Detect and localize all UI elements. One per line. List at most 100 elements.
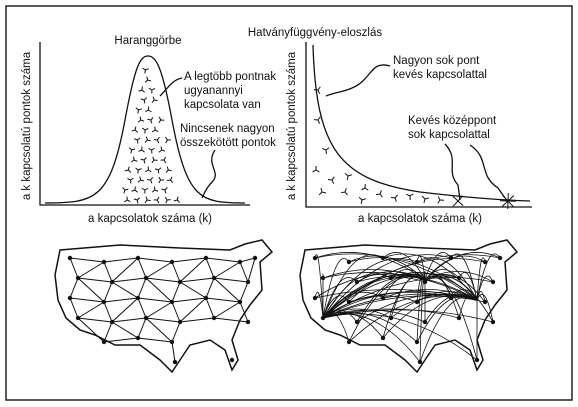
node-link bbox=[173, 199, 178, 202]
city bbox=[474, 357, 480, 363]
city bbox=[135, 335, 141, 341]
x-axis-label: a kapcsolatok száma (k) bbox=[358, 213, 482, 225]
node-link bbox=[135, 107, 139, 111]
node-link bbox=[317, 119, 321, 124]
city bbox=[354, 279, 360, 285]
road bbox=[69, 297, 105, 303]
node-link bbox=[160, 146, 163, 151]
node-link bbox=[145, 109, 149, 113]
node-link bbox=[164, 189, 167, 194]
node-link bbox=[390, 196, 396, 199]
node-link bbox=[457, 200, 464, 207]
road bbox=[145, 261, 173, 279]
node-link bbox=[141, 86, 143, 91]
node-link bbox=[126, 199, 131, 203]
route bbox=[458, 293, 478, 319]
node-link bbox=[138, 149, 142, 152]
node-link bbox=[437, 196, 441, 201]
leader bbox=[444, 143, 461, 201]
road bbox=[77, 301, 105, 319]
node-link bbox=[409, 193, 414, 197]
road bbox=[179, 317, 215, 323]
node-link bbox=[156, 136, 160, 141]
road bbox=[171, 297, 207, 303]
node-link bbox=[137, 119, 142, 123]
node-link bbox=[321, 191, 326, 194]
city bbox=[497, 255, 503, 261]
node-link bbox=[154, 168, 159, 171]
city bbox=[229, 357, 235, 363]
node-link bbox=[151, 87, 156, 91]
node-link bbox=[164, 196, 168, 201]
road bbox=[205, 277, 215, 299]
city bbox=[312, 255, 318, 261]
node-link bbox=[124, 199, 128, 203]
road bbox=[111, 297, 139, 323]
node-link bbox=[147, 118, 151, 121]
node-link bbox=[156, 139, 160, 144]
annotation: A legtöbb pontnak bbox=[184, 71, 276, 83]
node-link bbox=[144, 79, 148, 83]
road bbox=[179, 257, 207, 283]
annotation: Kevés középpont bbox=[408, 115, 497, 127]
node-link bbox=[142, 67, 146, 71]
city bbox=[169, 339, 175, 345]
route bbox=[322, 258, 350, 319]
node-link bbox=[134, 186, 136, 191]
node-link bbox=[156, 199, 160, 204]
city bbox=[380, 255, 386, 261]
node-link bbox=[135, 167, 139, 171]
node-link bbox=[457, 195, 464, 202]
road bbox=[179, 281, 207, 299]
node-link bbox=[507, 195, 515, 202]
node-link bbox=[127, 169, 132, 173]
road bbox=[213, 277, 249, 283]
city bbox=[422, 279, 428, 285]
node-link bbox=[145, 169, 149, 173]
node-link bbox=[358, 196, 363, 201]
frame bbox=[5, 5, 573, 401]
node-link bbox=[437, 199, 441, 204]
node-link bbox=[127, 178, 131, 181]
node-link bbox=[137, 137, 141, 141]
route bbox=[356, 275, 478, 301]
node-link bbox=[140, 179, 145, 182]
node-link bbox=[131, 189, 136, 192]
city bbox=[414, 259, 420, 265]
road bbox=[69, 257, 79, 279]
city bbox=[101, 259, 107, 265]
route bbox=[476, 294, 494, 323]
node-link bbox=[317, 116, 321, 121]
node-link bbox=[315, 169, 320, 173]
node-link bbox=[131, 148, 136, 151]
road bbox=[137, 297, 147, 319]
city bbox=[203, 255, 209, 261]
road bbox=[137, 277, 147, 299]
node-link bbox=[145, 136, 148, 141]
road bbox=[77, 277, 105, 303]
city bbox=[237, 259, 243, 265]
road bbox=[205, 257, 215, 279]
road bbox=[205, 297, 241, 303]
node-link bbox=[140, 158, 145, 161]
node-link bbox=[134, 126, 137, 131]
node-link bbox=[122, 187, 126, 191]
node-link bbox=[421, 195, 426, 200]
node-link bbox=[176, 199, 180, 203]
road bbox=[213, 317, 249, 323]
node-link bbox=[154, 129, 159, 132]
node-link bbox=[152, 156, 155, 161]
node-link bbox=[320, 188, 323, 193]
city bbox=[75, 315, 81, 321]
node-link bbox=[151, 159, 155, 164]
road bbox=[137, 317, 147, 339]
road bbox=[145, 277, 181, 283]
annotation: kapcsolata van bbox=[184, 99, 261, 111]
road bbox=[111, 281, 139, 299]
node-link bbox=[150, 117, 154, 121]
us-map bbox=[299, 239, 519, 374]
node-link bbox=[151, 189, 156, 193]
route bbox=[382, 252, 426, 281]
road bbox=[77, 277, 113, 283]
node-link bbox=[133, 159, 138, 162]
